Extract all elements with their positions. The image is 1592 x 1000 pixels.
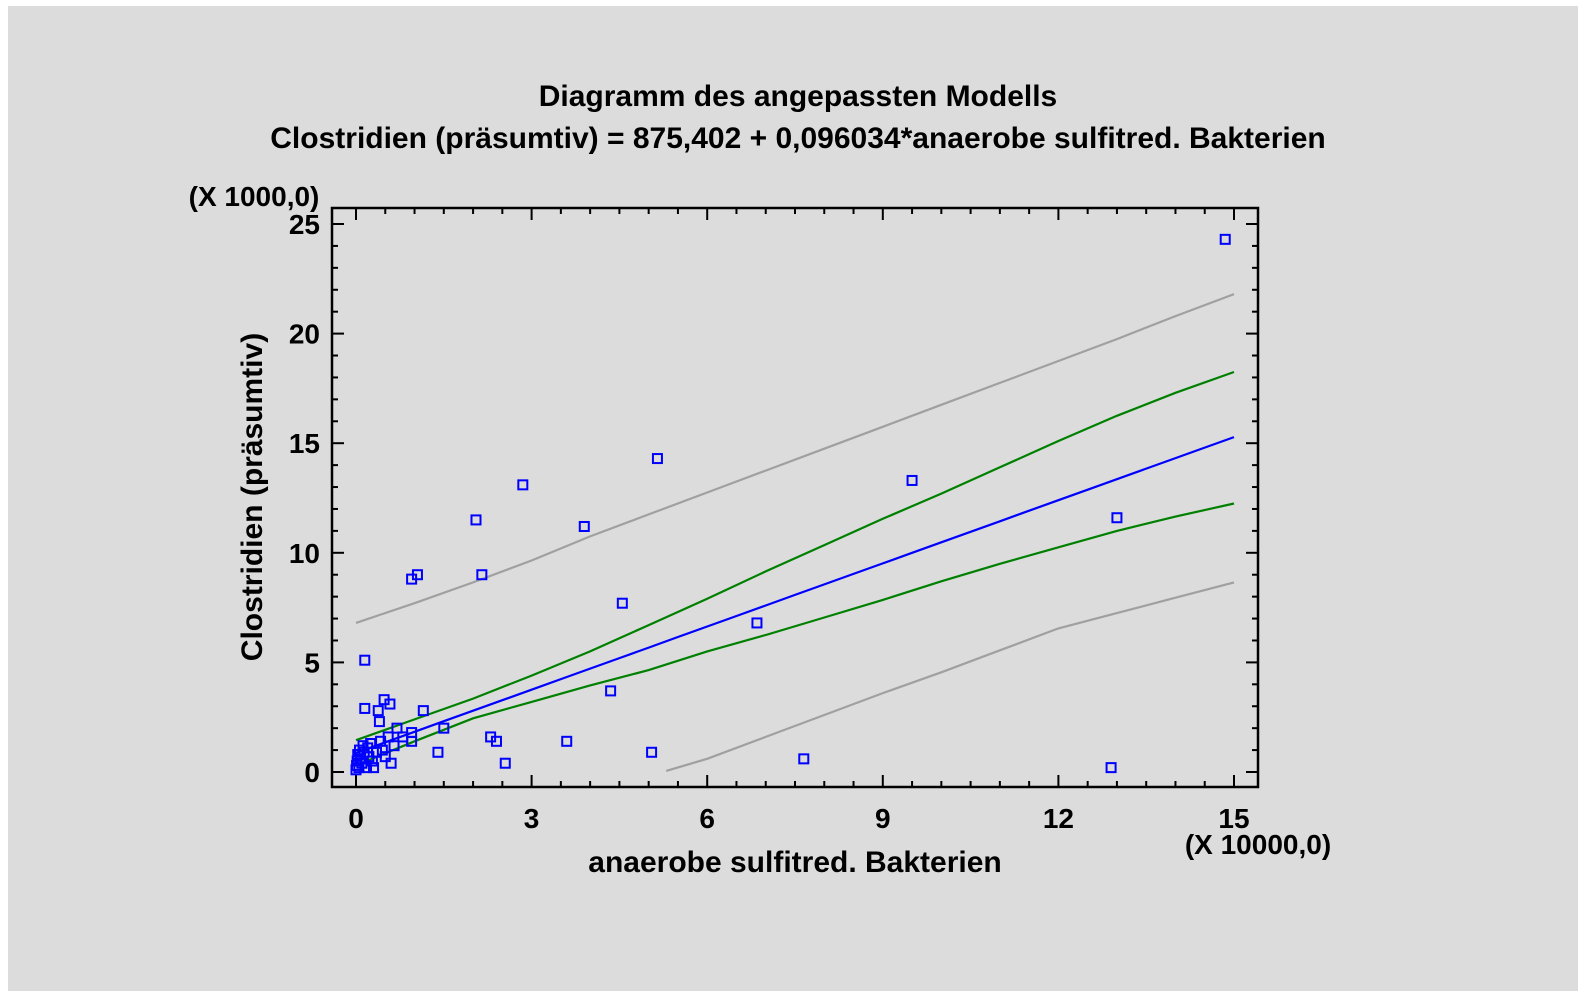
- data-point: [384, 698, 396, 710]
- y-tick-label: 10: [289, 538, 320, 569]
- data-point: [382, 731, 394, 743]
- y-tick-label: 20: [289, 319, 320, 350]
- data-point: [646, 746, 658, 758]
- data-point: [470, 514, 482, 526]
- x-tick-label: 0: [348, 803, 364, 834]
- data-point: [368, 762, 380, 774]
- data-point: [379, 751, 391, 763]
- data-point: [359, 702, 371, 714]
- confidence-limit-upper: [355, 370, 1235, 742]
- x-axis-title: anaerobe sulfitred. Bakterien: [588, 846, 1001, 879]
- fitted-model-chart: Diagramm des angepassten Modells Clostri…: [189, 80, 1332, 879]
- prediction-limit-lower: [665, 581, 1235, 772]
- chart-subtitle: Clostridien (präsumtiv) = 875,402 + 0,09…: [270, 122, 1325, 155]
- data-point: [798, 753, 810, 765]
- x-tick-label: 15: [1218, 803, 1249, 834]
- data-point: [561, 735, 573, 747]
- y-axis-title: Clostridien (präsumtiv): [236, 333, 269, 661]
- data-point: [438, 722, 450, 734]
- prediction-limit-upper: [355, 293, 1235, 624]
- fitted-line: [355, 436, 1235, 754]
- data-point: [517, 479, 529, 491]
- data-point: [417, 705, 429, 717]
- data-point: [490, 735, 502, 747]
- data-point: [361, 762, 373, 774]
- x-tick-label: 9: [875, 803, 891, 834]
- data-point: [373, 716, 385, 728]
- chart-title: Diagramm des angepassten Modells: [539, 80, 1058, 113]
- y-tick-label: 15: [289, 428, 320, 459]
- x-tick-label: 3: [524, 803, 540, 834]
- data-point: [476, 569, 488, 581]
- data-point: [385, 757, 397, 769]
- data-point: [751, 617, 763, 629]
- plot-area: 0 3 6 9 12 15 0 5 10 15 20 25: [289, 206, 1260, 834]
- data-point: [376, 744, 388, 756]
- data-point: [616, 597, 628, 609]
- data-point: [359, 654, 371, 666]
- data-point: [1111, 512, 1123, 524]
- x-tick-label: 6: [699, 803, 715, 834]
- y-tick-label: 5: [304, 647, 320, 678]
- x-tick-label: 12: [1043, 803, 1074, 834]
- x-multiplier-label: (X 10000,0): [1185, 829, 1331, 860]
- data-point: [1219, 233, 1231, 245]
- data-point: [411, 569, 423, 581]
- data-point: [651, 453, 663, 465]
- data-point: [372, 705, 384, 717]
- y-tick-label: 25: [289, 209, 320, 240]
- data-point: [578, 520, 590, 532]
- data-point: [391, 722, 403, 734]
- y-multiplier-label: (X 1000,0): [189, 181, 320, 212]
- data-point: [406, 735, 418, 747]
- data-point: [432, 746, 444, 758]
- data-point: [499, 757, 511, 769]
- chart-background: Diagramm des angepassten Modells Clostri…: [8, 6, 1578, 991]
- confidence-limit-lower: [355, 502, 1235, 767]
- data-point: [1105, 762, 1117, 774]
- data-point: [605, 685, 617, 697]
- data-point: [388, 740, 400, 752]
- y-tick-label: 0: [304, 757, 320, 788]
- data-point: [906, 474, 918, 486]
